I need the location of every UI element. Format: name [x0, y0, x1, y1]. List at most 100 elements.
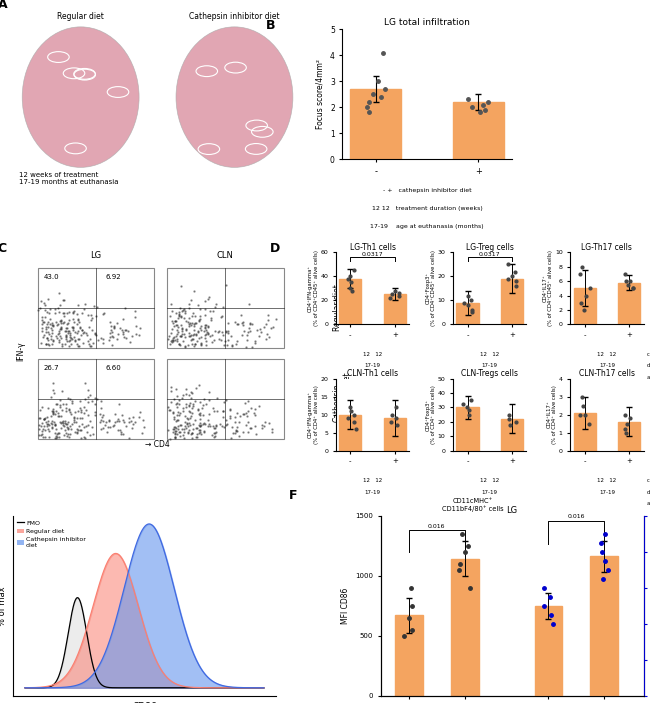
Point [181, 316, 192, 327]
Point [62, 318, 73, 329]
Point [200, 333, 210, 344]
Point [42, 333, 52, 344]
Point [209, 422, 220, 433]
Text: CD11cMHC⁺
CD11bF4/80⁺ cells: CD11cMHC⁺ CD11bF4/80⁺ cells [442, 498, 504, 512]
Bar [339, 415, 361, 451]
Point [39, 420, 49, 432]
Text: 17-19: 17-19 [482, 489, 498, 494]
Point [167, 335, 177, 346]
Point [42, 335, 53, 346]
Point [180, 331, 190, 342]
Point [239, 408, 249, 420]
Point [174, 309, 185, 320]
Point [220, 326, 231, 337]
Point [174, 310, 185, 321]
Point [168, 335, 179, 347]
Point [75, 432, 86, 444]
Point [44, 420, 55, 431]
Point [86, 312, 97, 323]
Point [207, 329, 217, 340]
Point [170, 425, 181, 437]
Point [112, 334, 122, 345]
Point [53, 427, 64, 439]
Point [109, 320, 119, 331]
Point [63, 429, 73, 440]
Point [188, 324, 199, 335]
Point [167, 337, 177, 348]
Point [36, 420, 47, 432]
Point [40, 425, 51, 436]
Point [109, 419, 119, 430]
Point [99, 420, 110, 431]
Point [54, 336, 64, 347]
Point [51, 432, 62, 443]
Point [211, 298, 222, 309]
Point [47, 317, 57, 328]
Text: 0.016: 0.016 [428, 524, 445, 529]
Point [111, 408, 121, 420]
Point [242, 426, 253, 437]
Point [181, 401, 191, 413]
Point [169, 413, 179, 425]
Point [104, 335, 114, 346]
Point [58, 295, 69, 306]
Point [77, 337, 88, 348]
Point [239, 325, 249, 337]
Point [209, 432, 219, 443]
Point [250, 336, 260, 347]
Point [165, 338, 176, 349]
Point [42, 411, 52, 423]
Point [218, 396, 229, 407]
Point [42, 307, 53, 318]
Point [173, 321, 183, 333]
Point [109, 323, 119, 334]
Point [138, 415, 149, 426]
Point [201, 336, 211, 347]
Point [170, 422, 180, 433]
Text: cathepsin inhibitor diet: cathepsin inhibitor diet [647, 352, 650, 357]
Point [175, 426, 185, 437]
Point [40, 338, 51, 349]
Point [174, 306, 184, 317]
Point [195, 426, 205, 437]
Point [261, 333, 271, 344]
Point [101, 416, 111, 427]
Bar [500, 419, 523, 451]
Point [38, 316, 48, 328]
Point [174, 398, 184, 409]
Point [54, 287, 64, 298]
Point [64, 404, 74, 415]
Point [43, 423, 53, 434]
Point [58, 294, 68, 305]
Point [63, 422, 73, 433]
Point [170, 315, 180, 326]
Point [179, 433, 189, 444]
Point [36, 430, 46, 441]
Bar [590, 556, 618, 696]
Text: 0.0317: 0.0317 [479, 252, 501, 257]
Point [108, 420, 118, 432]
Title: LG total infiltration: LG total infiltration [384, 18, 470, 27]
Point [72, 333, 83, 344]
Point [172, 401, 183, 413]
Point [65, 331, 75, 342]
Point [216, 311, 226, 323]
Point [217, 326, 228, 337]
Point [191, 422, 202, 433]
Point [79, 407, 89, 418]
Point [187, 388, 198, 399]
Point [218, 421, 229, 432]
Text: Regular diet: Regular diet [57, 13, 104, 21]
Point [56, 411, 66, 422]
Point [36, 337, 46, 349]
Point [172, 333, 182, 344]
Point [42, 418, 53, 430]
Point [214, 325, 224, 336]
Point [225, 411, 235, 422]
Point [57, 418, 68, 429]
Point [171, 315, 181, 326]
Point [201, 340, 211, 351]
Point [194, 323, 205, 334]
Point [83, 309, 94, 321]
Point [76, 307, 86, 318]
